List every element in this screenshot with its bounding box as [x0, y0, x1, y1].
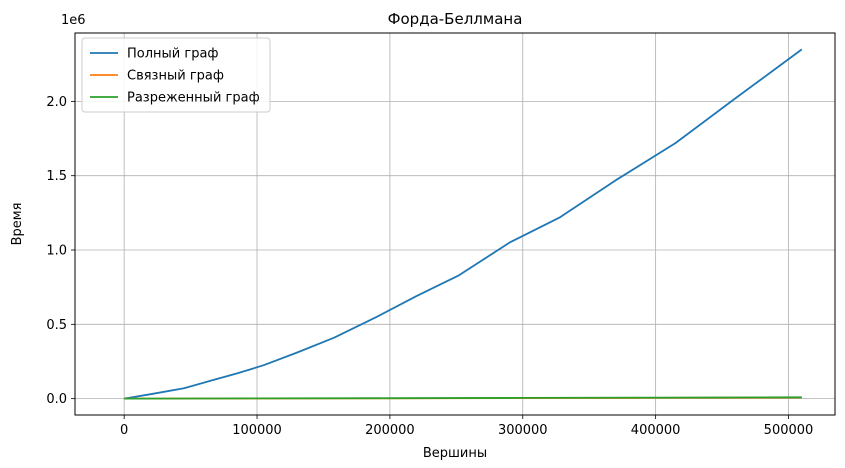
series-line-3: [124, 396, 802, 400]
y-tick-label: 2.0: [46, 95, 67, 110]
y-tick-label: 0.0: [46, 392, 67, 407]
y-offset-label: 1e6: [61, 13, 86, 28]
x-tick-label: 400000: [631, 423, 681, 438]
plot-frame: [74, 32, 836, 416]
x-tick-label: 500000: [764, 423, 814, 438]
x-tick-label: 300000: [498, 423, 548, 438]
legend-label-3: Разреженный граф: [127, 91, 260, 106]
legend-label-2: Связный граф: [127, 69, 224, 84]
y-axis-label: Время: [10, 203, 25, 246]
x-axis-label: Вершины: [423, 446, 487, 461]
x-tick-label: 0: [120, 423, 128, 438]
chart-title: Форда-Беллмана: [388, 10, 523, 28]
y-tick-label: 0.5: [46, 318, 67, 333]
legend-box: [81, 37, 271, 113]
y-tick-label: 1.0: [46, 244, 67, 259]
legend: Полный граф Связный граф Разреженный граф: [81, 37, 271, 113]
axis-ticks: 0 100000 200000 300000 400000 500000 0.0 0.5 1.0…: [46, 95, 813, 438]
series-line-1: [124, 48, 803, 400]
legend-label-1: Полный граф: [127, 47, 219, 62]
x-tick-label: 200000: [365, 423, 415, 438]
series-lines: [124, 48, 803, 400]
x-tick-label: 100000: [232, 423, 282, 438]
y-tick-label: 1.5: [46, 169, 67, 184]
